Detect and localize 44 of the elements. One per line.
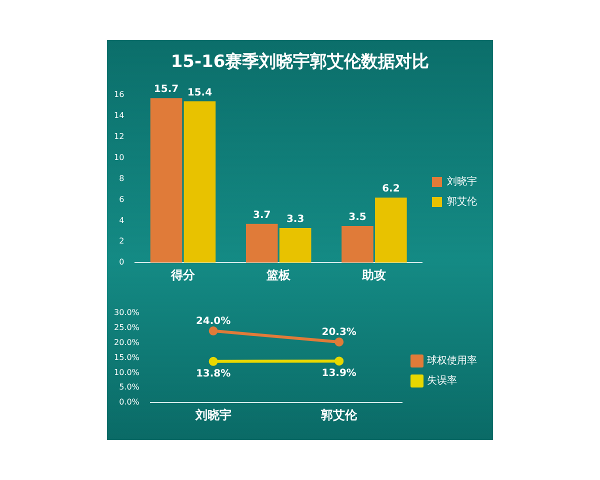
x-tick-label: 篮板: [266, 268, 292, 282]
y-tick-label: 2: [119, 236, 124, 246]
point: [334, 356, 344, 366]
bar: [279, 228, 312, 263]
data-label: 3.3: [286, 214, 304, 226]
data-label: 20.3%: [322, 326, 356, 338]
data-label: 15.7: [154, 84, 179, 96]
point: [208, 356, 218, 366]
y-tick-label: 20.0%: [114, 338, 140, 347]
bar: [184, 101, 216, 263]
bar: [375, 198, 407, 263]
y-tick-label: 10: [114, 152, 124, 162]
bar: [342, 226, 374, 263]
y-tick-label: 4: [119, 216, 124, 225]
y-tick-label: 16: [114, 90, 124, 100]
x-tick-label: 得分: [170, 268, 196, 282]
y-tick-label: 0: [119, 258, 124, 267]
y-tick-label: 30.0%: [114, 308, 140, 318]
data-label: 24.0%: [196, 316, 231, 327]
data-label: 13.9%: [322, 368, 356, 380]
x-tick-label: 助攻: [361, 268, 386, 282]
y-tick-label: 12: [114, 132, 124, 141]
y-tick-label: 25.0%: [114, 323, 140, 332]
data-label: 15.4: [187, 87, 212, 98]
chart-title: 15-16赛季刘晓宇郭艾伦数据对比: [170, 51, 430, 74]
y-tick-label: 5.0%: [119, 382, 140, 392]
y-tick-label: 15.0%: [114, 352, 140, 362]
point: [334, 337, 344, 346]
data-label: 6.2: [382, 184, 400, 195]
y-tick-label: 8: [119, 174, 124, 183]
y-tick-label: 10.0%: [114, 368, 140, 377]
data-label: 13.8%: [196, 368, 231, 380]
legend-label: 郭艾伦: [447, 196, 477, 208]
legend-label: 刘晓宇: [447, 176, 477, 188]
y-tick-label: 14: [114, 111, 124, 120]
bar: [246, 224, 278, 263]
y-tick-label: 6: [119, 194, 124, 204]
y-tick-label: 0.0%: [119, 398, 140, 407]
point: [208, 326, 218, 336]
legend-label: 失误率: [427, 374, 457, 387]
legend-label: 球权使用率: [427, 354, 477, 367]
data-label: 3.5: [348, 212, 366, 223]
data-label: 3.7: [253, 210, 271, 221]
bar: [150, 98, 182, 263]
